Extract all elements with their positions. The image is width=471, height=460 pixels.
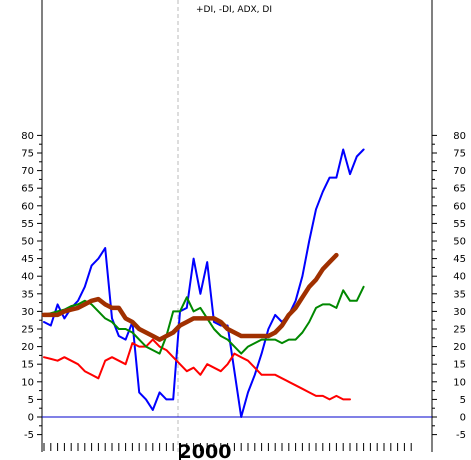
y-tick-label-left: 10: [21, 377, 34, 388]
y-tick-label-right: 60: [453, 201, 466, 212]
y-tick-label-left: -5: [24, 430, 34, 441]
chart-title: +DI, -DI, ADX, DI: [196, 5, 272, 15]
series-line-blue: [43, 148, 365, 418]
y-tick-label-right: 15: [453, 360, 466, 371]
y-tick-label-right: 80: [453, 131, 466, 142]
y-tick-label-right: 40: [453, 272, 466, 283]
y-tick-label-left: 20: [21, 342, 34, 353]
y-tick-label-right: 55: [453, 219, 466, 230]
y-tick-label-right: 5: [460, 395, 466, 406]
y-tick-label-left: 5: [28, 395, 34, 406]
series-layer: [41, 148, 365, 418]
y-tick-label-right: 25: [453, 325, 466, 336]
y-tick-label-left: 65: [21, 184, 34, 195]
y-tick-label-left: 35: [21, 289, 34, 300]
y-axis-left: -5 0 5 10 15 20 25 30 35 40 45 50 55 60 65 70 75 80: [21, 131, 42, 441]
y-tick-label-right: -5: [456, 430, 466, 441]
y-tick-label-left: 30: [21, 307, 34, 318]
y-tick-label-left: 25: [21, 325, 34, 336]
plot-frame: [41, 0, 433, 452]
y-axis-right: -5 0 5 10 15 20 25 30 35 40 45 50 55 60 65 70 75 80: [432, 131, 466, 441]
y-tick-label-left: 45: [21, 254, 34, 265]
y-tick-label-right: 70: [453, 166, 466, 177]
series-line-brown: [41, 252, 339, 342]
y-tick-label-left: 70: [21, 166, 34, 177]
y-tick-label-right: 35: [453, 289, 466, 300]
y-tick-label-right: 10: [453, 377, 466, 388]
y-tick-label-left: 15: [21, 360, 34, 371]
y-tick-label-left: 40: [21, 272, 34, 283]
y-tick-label-left: 50: [21, 237, 34, 248]
x-axis: [43, 443, 412, 460]
y-tick-label-left: 60: [21, 201, 34, 212]
y-tick-label-left: 55: [21, 219, 34, 230]
y-tick-label-left: 0: [28, 413, 34, 424]
y-tick-label-left: 80: [21, 131, 34, 142]
series-line-green: [43, 285, 365, 355]
y-tick-label-right: 30: [453, 307, 466, 318]
series-line-red: [43, 338, 351, 401]
y-tick-label-left: 75: [21, 149, 34, 160]
y-tick-label-right: 45: [453, 254, 466, 265]
y-tick-label-right: 75: [453, 149, 466, 160]
y-tick-label-right: 20: [453, 342, 466, 353]
y-tick-label-right: 65: [453, 184, 466, 195]
x-axis-year-label: 2000: [179, 441, 232, 460]
y-tick-label-right: 0: [460, 413, 466, 424]
y-tick-label-right: 50: [453, 237, 466, 248]
